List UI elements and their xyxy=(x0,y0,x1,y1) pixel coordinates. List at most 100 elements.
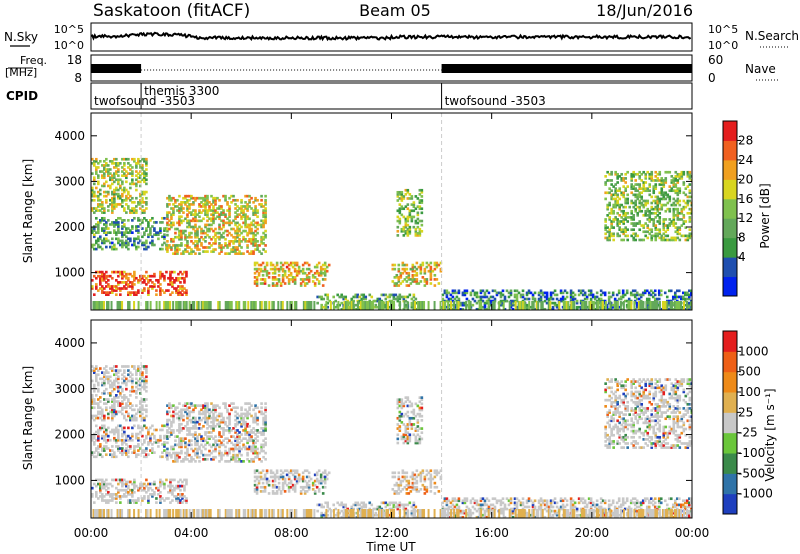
velocity-cell xyxy=(123,430,126,434)
power-cell xyxy=(103,301,106,310)
velocity-cell xyxy=(141,404,144,407)
power-cell xyxy=(267,276,271,279)
power-cell xyxy=(445,295,449,299)
power-cell xyxy=(246,231,249,235)
power-cell xyxy=(427,269,431,273)
power-cell xyxy=(445,305,449,309)
power-cell xyxy=(103,190,106,194)
power-cell xyxy=(271,267,275,271)
power-cell xyxy=(153,229,156,232)
velocity-cell xyxy=(232,453,235,457)
power-cell xyxy=(648,189,652,193)
power-cell xyxy=(105,190,108,194)
power-cell xyxy=(143,243,146,247)
power-cell xyxy=(630,218,634,221)
power-cell xyxy=(116,301,119,310)
velocity-cell xyxy=(182,437,185,440)
power-cell xyxy=(172,244,175,247)
velocity-cell xyxy=(119,495,122,498)
power-cell xyxy=(406,197,410,200)
power-cell xyxy=(248,223,251,227)
power-cell xyxy=(687,301,691,305)
velocity-cell xyxy=(105,408,108,412)
power-cell xyxy=(606,230,609,234)
velocity-cell xyxy=(97,438,100,442)
power-cell xyxy=(681,295,685,299)
power-cell xyxy=(611,291,615,295)
power-cell xyxy=(99,192,102,196)
velocity-cell xyxy=(145,449,148,452)
power-cell xyxy=(129,211,132,214)
power-cell xyxy=(626,216,629,219)
power-cell xyxy=(265,261,269,265)
power-cell xyxy=(644,172,648,176)
velocity-cell xyxy=(192,410,195,414)
power-cell xyxy=(622,205,625,209)
freq-label-bottom: [MHz] xyxy=(5,66,37,79)
power-cell xyxy=(418,207,422,211)
power-cell xyxy=(635,291,639,295)
power-cell xyxy=(672,185,676,188)
power-cell xyxy=(137,180,140,184)
velocity-cell xyxy=(111,453,114,457)
power-cell xyxy=(610,224,613,227)
power-cell xyxy=(377,301,380,310)
power-cell xyxy=(174,246,177,249)
power-cell xyxy=(481,289,485,293)
velocity-cell xyxy=(224,420,227,424)
power-cell xyxy=(196,227,199,231)
velocity-cell xyxy=(105,434,108,438)
power-cell xyxy=(665,295,669,299)
power-cell xyxy=(616,301,619,310)
velocity-cell xyxy=(101,480,104,484)
power-cell xyxy=(137,219,140,222)
power-cell xyxy=(610,193,613,197)
power-cell xyxy=(638,209,642,213)
power-cell xyxy=(642,185,646,188)
power-cell xyxy=(166,250,169,253)
velocity-cell xyxy=(246,424,249,428)
power-cell xyxy=(386,301,389,310)
power-cell xyxy=(246,246,249,249)
power-cell xyxy=(147,289,150,292)
velocity-cell xyxy=(260,402,263,405)
power-cell xyxy=(283,282,287,285)
power-cell xyxy=(666,201,670,205)
power-cell xyxy=(107,168,110,171)
power-cell xyxy=(147,225,150,228)
power-cell xyxy=(661,301,664,310)
power-cell xyxy=(293,261,297,265)
velocity-cell xyxy=(254,429,257,432)
power-cell xyxy=(109,168,112,171)
power-cell xyxy=(636,214,640,217)
velocity-cell xyxy=(234,414,237,418)
power-cell xyxy=(354,307,358,310)
power-cell xyxy=(638,191,642,195)
power-cell xyxy=(166,244,169,247)
power-cell xyxy=(610,234,613,238)
power-cell xyxy=(281,278,285,281)
power-cell xyxy=(113,203,116,206)
velocity-cell xyxy=(103,480,106,484)
power-cell xyxy=(129,239,132,243)
power-cell xyxy=(412,215,416,219)
velocity-cell xyxy=(260,431,263,434)
velocity-cell xyxy=(177,493,180,496)
velocity-cell xyxy=(97,436,100,440)
power-cell xyxy=(143,159,146,163)
velocity-cell xyxy=(257,479,261,483)
power-cell xyxy=(642,170,646,174)
power-cell xyxy=(139,198,142,202)
power-cell xyxy=(334,305,338,309)
power-cell xyxy=(260,219,263,223)
power-cell xyxy=(163,233,166,237)
power-cell xyxy=(145,219,148,222)
noise-panel: N.Sky 10^5 10^0 10^5 10^0 N.Search xyxy=(4,22,799,52)
power-cell xyxy=(141,196,144,200)
velocity-cell xyxy=(135,432,138,436)
velocity-cell xyxy=(125,383,128,387)
power-cell xyxy=(674,189,678,193)
velocity-cell xyxy=(133,365,136,368)
power-cell xyxy=(196,242,199,245)
